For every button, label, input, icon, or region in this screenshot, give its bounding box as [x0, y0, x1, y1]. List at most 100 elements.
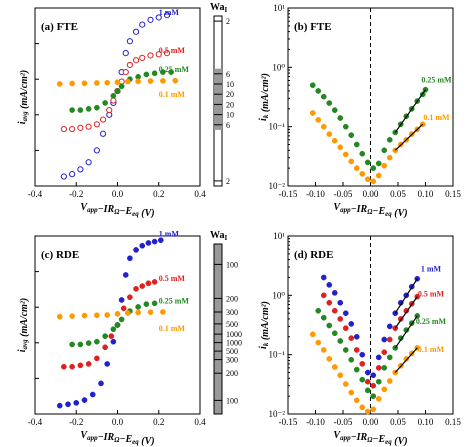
wa-tick-label: 500 — [226, 320, 238, 329]
data-point — [122, 68, 129, 76]
data-point — [77, 107, 84, 113]
series-label: 0.1 mM — [159, 324, 186, 333]
wa-tick-label: 200 — [226, 294, 238, 303]
data-point — [110, 97, 117, 104]
wa-title: WaI — [210, 2, 227, 14]
data-point — [93, 121, 100, 128]
series-d-3 — [309, 331, 421, 415]
x-tick-label: 0.15 — [445, 189, 461, 199]
data-point — [348, 132, 355, 138]
series-label: 0.25 mM — [416, 317, 447, 326]
data-point — [114, 88, 121, 94]
data-point — [118, 316, 125, 323]
tafel-fit-line — [394, 347, 418, 373]
data-point — [353, 397, 360, 404]
data-point — [381, 386, 388, 393]
x-axis-label-d: Vapp−IRΩ−Eeq (V) — [333, 430, 407, 447]
x-tick-label: 0.05 — [390, 417, 406, 427]
panel-b: -0.15 -0.10 -0.05 0.00 0.05 0.10 0.15 10⁻² 10⁻¹ 1… — [269, 3, 462, 199]
data-point — [127, 255, 133, 262]
data-point — [85, 159, 92, 166]
y-tick-label: 10¹ — [273, 231, 285, 241]
data-point — [375, 354, 382, 361]
data-point — [157, 237, 164, 244]
data-point — [69, 125, 76, 133]
data-point — [132, 28, 140, 35]
data-point — [147, 16, 154, 23]
data-point — [135, 78, 141, 85]
data-point — [320, 347, 327, 353]
data-point — [326, 282, 333, 288]
data-point — [104, 361, 111, 367]
data-point — [364, 387, 371, 394]
x-tick-label: -0.15 — [279, 417, 298, 427]
series-a-3 — [56, 77, 179, 87]
data-point — [135, 304, 141, 310]
data-point — [359, 404, 366, 411]
data-point — [326, 131, 333, 137]
data-point — [370, 406, 377, 413]
data-point — [118, 83, 125, 90]
data-point — [375, 378, 382, 385]
data-point — [386, 323, 393, 330]
data-point — [122, 49, 129, 57]
data-point — [94, 338, 100, 345]
data-point — [309, 82, 316, 89]
data-point — [381, 336, 388, 343]
x-axis-label-c: Vapp−IRΩ−Eeq (V) — [80, 430, 154, 447]
wa-tick-label: 2 — [226, 17, 230, 26]
data-point — [331, 107, 338, 113]
data-point — [337, 115, 344, 121]
data-point — [315, 307, 322, 314]
x-tick-label: 0.10 — [418, 417, 434, 427]
plot-frame-b — [287, 7, 454, 187]
data-point — [81, 312, 88, 319]
y-axis-label-d: ik (mA/cm²) — [258, 301, 271, 349]
y-tick-label: 10⁻¹ — [269, 350, 286, 360]
wa-tick-label: 300 — [226, 308, 238, 317]
data-point — [375, 396, 382, 402]
y-tick-label: 10⁰ — [272, 290, 285, 300]
x-tick-label: 0.00 — [363, 417, 379, 427]
y-axis-label-a: iavg (mA/cm²) — [17, 70, 30, 125]
data-point — [69, 341, 75, 348]
data-point — [375, 160, 382, 167]
wa-tick-label: 2 — [226, 177, 230, 186]
data-point — [85, 361, 92, 367]
data-point — [147, 52, 154, 59]
data-point — [147, 78, 154, 84]
series-a-2 — [69, 69, 174, 113]
x-tick-label: -0.2 — [69, 189, 83, 199]
data-point — [172, 77, 179, 84]
data-point — [342, 381, 349, 387]
data-point — [56, 402, 63, 409]
data-point — [139, 21, 146, 28]
data-point — [353, 333, 360, 340]
x-axis-label-b: Vapp−IRΩ−Eeq (V) — [333, 202, 407, 219]
data-point — [326, 322, 333, 329]
data-point — [114, 322, 121, 328]
data-point — [353, 366, 360, 373]
panel-a: -0.4 -0.2 0.0 0.2 0.4 (a) FTE 1 mM 0.5 mM 0.25 m… — [28, 2, 234, 199]
data-point — [331, 364, 338, 370]
data-point — [315, 88, 322, 94]
data-point — [77, 341, 84, 348]
data-point — [326, 299, 333, 306]
data-point — [309, 110, 316, 116]
series-b-1 — [309, 110, 426, 185]
data-point — [337, 144, 344, 151]
x-tick-label: 0.00 — [363, 189, 379, 199]
data-point — [94, 312, 100, 319]
y-tick-label: 10⁰ — [272, 62, 285, 72]
data-point — [342, 347, 349, 353]
series-c-0 — [56, 237, 164, 409]
data-point — [163, 49, 171, 57]
data-point — [94, 355, 100, 362]
x-tick-label: -0.05 — [334, 189, 353, 199]
data-point — [353, 141, 360, 148]
data-point — [110, 92, 117, 99]
panel-title-b: (b) FTE — [294, 21, 332, 33]
wa-tick-label: 20 — [226, 100, 234, 109]
series-label: 0.25 mM — [159, 65, 190, 74]
data-point — [108, 333, 115, 339]
